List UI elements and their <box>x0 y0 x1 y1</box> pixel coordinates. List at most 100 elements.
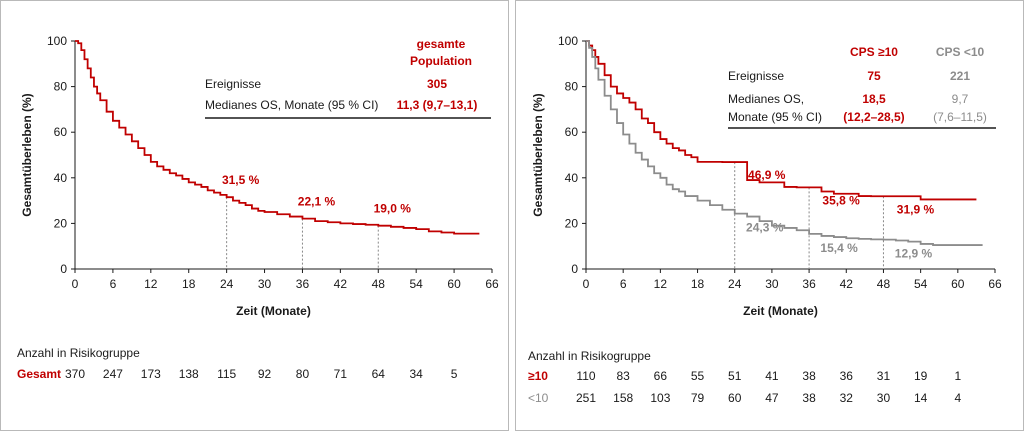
y-tick-label: 40 <box>565 171 579 185</box>
risk-value: 92 <box>258 367 272 381</box>
risk-table-title: Anzahl in Risikogruppe <box>17 346 140 360</box>
y-tick-label: 0 <box>571 262 578 276</box>
risk-table-title: Anzahl in Risikogruppe <box>528 349 651 363</box>
legend-value: 11,3 (9,7–13,1) <box>397 98 478 112</box>
x-tick-label: 66 <box>485 277 499 291</box>
survival-curve-cps-lt10 <box>586 40 983 246</box>
y-tick-label: 40 <box>54 171 68 185</box>
risk-value: 41 <box>765 369 779 383</box>
risk-value: 64 <box>372 367 386 381</box>
risk-value: 30 <box>877 391 891 405</box>
x-tick-label: 60 <box>447 277 461 291</box>
x-tick-label: 18 <box>182 277 196 291</box>
legend-value: 75 <box>867 69 881 83</box>
legend-header-line2: Population <box>410 54 472 68</box>
x-tick-label: 66 <box>988 277 1002 291</box>
x-tick-label: 0 <box>583 277 590 291</box>
x-tick-label: 54 <box>914 277 928 291</box>
legend-value: 305 <box>427 77 447 91</box>
x-tick-label: 30 <box>765 277 779 291</box>
x-axis-title: Zeit (Monate) <box>743 304 818 318</box>
legend-header-cps-ge10: CPS ≥10 <box>850 45 898 59</box>
risk-value: 110 <box>576 369 595 383</box>
x-tick-label: 30 <box>258 277 272 291</box>
data-label: 15,4 % <box>820 241 858 255</box>
y-axis-title: Gesamtüberleben (%) <box>20 93 34 216</box>
risk-value: 36 <box>840 369 854 383</box>
survival-curve-cps-ge10 <box>586 40 977 201</box>
risk-value: 115 <box>217 367 236 381</box>
risk-value: 51 <box>728 369 742 383</box>
y-tick-label: 100 <box>47 34 67 48</box>
y-tick-label: 80 <box>54 80 68 94</box>
risk-value: 66 <box>654 369 668 383</box>
x-tick-label: 36 <box>802 277 816 291</box>
risk-value: 38 <box>802 391 816 405</box>
data-label: 12,9 % <box>895 247 933 261</box>
y-tick-label: 100 <box>558 34 578 48</box>
x-tick-label: 48 <box>877 277 891 291</box>
risk-value: 173 <box>141 367 161 381</box>
risk-value: 34 <box>410 367 424 381</box>
risk-value: 55 <box>691 369 705 383</box>
y-tick-label: 60 <box>565 125 579 139</box>
risk-value: 247 <box>103 367 123 381</box>
data-label: 24,3 % <box>746 221 784 235</box>
legend-header-line1: gesamte <box>417 37 466 51</box>
risk-value: 71 <box>334 367 348 381</box>
data-label: 31,5 % <box>222 173 260 187</box>
x-tick-label: 60 <box>951 277 965 291</box>
x-tick-label: 24 <box>728 277 742 291</box>
risk-row-label: Gesamt <box>17 367 61 381</box>
x-tick-label: 42 <box>840 277 854 291</box>
legend-row-label: Medianes OS, <box>728 92 804 106</box>
chart-panel-left: 0 20 40 60 80 100 0 6 12 18 24 30 36 42 48 54 60 66 Zeit (… <box>0 0 509 431</box>
risk-value: 19 <box>914 369 928 383</box>
y-tick-label: 60 <box>54 125 68 139</box>
chart-panel-right: 0 20 40 60 80 100 0 6 12 18 24 30 36 42 48 54 60 66 Zeit (… <box>515 0 1024 431</box>
risk-value: 4 <box>954 391 961 405</box>
x-tick-label: 48 <box>372 277 386 291</box>
x-tick-label: 18 <box>691 277 705 291</box>
risk-value: 32 <box>840 391 854 405</box>
x-tick-label: 24 <box>220 277 234 291</box>
legend-header-cps-lt10: CPS <10 <box>936 45 985 59</box>
risk-value: 103 <box>650 391 670 405</box>
x-axis-title: Zeit (Monate) <box>236 304 311 318</box>
survival-chart-left: 0 20 40 60 80 100 0 6 12 18 24 30 36 42 48 54 60 66 Zeit (… <box>17 34 499 381</box>
risk-value: 138 <box>179 367 199 381</box>
x-tick-label: 6 <box>620 277 627 291</box>
legend-value: (7,6–11,5) <box>933 110 987 124</box>
legend-value: 18,5 <box>862 92 886 106</box>
x-tick-label: 12 <box>654 277 668 291</box>
data-label: 35,8 % <box>822 193 860 207</box>
risk-value: 370 <box>65 367 85 381</box>
legend-row-label: Monate (95 % CI) <box>728 110 822 124</box>
data-label: 31,9 % <box>897 202 935 216</box>
risk-value: 38 <box>802 369 816 383</box>
data-label: 22,1 % <box>298 195 336 209</box>
risk-value: 1 <box>954 369 961 383</box>
x-tick-label: 42 <box>334 277 348 291</box>
legend-value: (12,2–28,5) <box>843 110 904 124</box>
risk-row-label: <10 <box>528 391 549 405</box>
risk-value: 31 <box>877 369 891 383</box>
survival-chart-right: 0 20 40 60 80 100 0 6 12 18 24 30 36 42 48 54 60 66 Zeit (… <box>528 34 1002 405</box>
legend-row-label: Ereignisse <box>728 69 784 83</box>
risk-value: 79 <box>691 391 705 405</box>
data-label: 46,9 % <box>748 168 786 182</box>
y-axis-title: Gesamtüberleben (%) <box>531 93 545 216</box>
x-tick-label: 0 <box>72 277 79 291</box>
y-tick-label: 20 <box>565 216 579 230</box>
y-tick-label: 0 <box>60 262 67 276</box>
risk-row-label: ≥10 <box>528 369 548 383</box>
risk-value: 47 <box>765 391 779 405</box>
risk-value: 83 <box>617 369 631 383</box>
x-tick-label: 54 <box>410 277 424 291</box>
risk-value: 251 <box>576 391 596 405</box>
risk-value: 5 <box>451 367 458 381</box>
legend-row-label: Medianes OS, Monate (95 % CI) <box>205 98 378 112</box>
data-label: 19,0 % <box>374 202 412 216</box>
risk-value: 14 <box>914 391 928 405</box>
y-tick-label: 80 <box>565 80 579 94</box>
